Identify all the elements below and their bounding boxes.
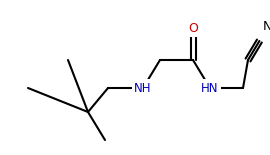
Text: O: O (188, 22, 198, 35)
Text: N: N (263, 20, 270, 33)
Text: NH: NH (134, 82, 152, 95)
Text: HN: HN (201, 82, 219, 95)
